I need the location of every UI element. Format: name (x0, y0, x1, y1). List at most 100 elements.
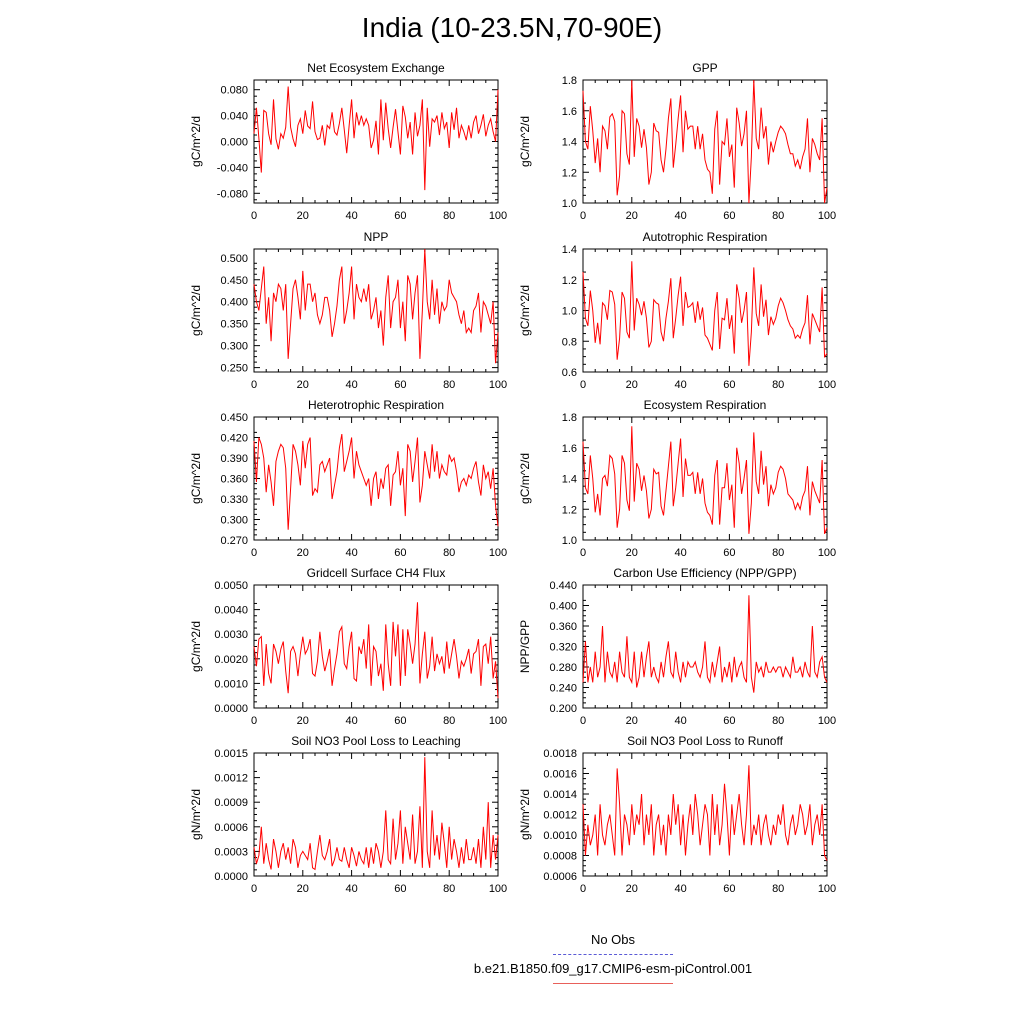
panel-0-xtick-label: 20 (297, 210, 309, 222)
panel-7-xtick-label: 60 (723, 715, 735, 727)
panel-1-ytick-label: 1.6 (562, 106, 577, 118)
panel-1-xtick-label: 60 (723, 210, 735, 222)
panel-4-xtick-label: 80 (443, 547, 455, 559)
panel-2-ytick-label: 0.350 (220, 319, 248, 331)
panel-6-ylabel: gC/m^2/d (189, 621, 203, 672)
panel-8-ytick-label: 0.0012 (214, 773, 248, 785)
panel-6-title: Gridcell Surface CH4 Flux (307, 566, 446, 580)
panel-2-title: NPP (364, 230, 389, 244)
panel-3-ytick-label: 1.2 (562, 275, 577, 287)
panel-2-xtick-label: 0 (251, 379, 257, 391)
panel-6-ytick-label: 0.0040 (214, 605, 248, 617)
panel-7-xtick-label: 0 (580, 715, 586, 727)
panel-6-series-line (253, 602, 499, 699)
panel-3-title: Autotrophic Respiration (643, 230, 768, 244)
panel-3-xtick-label: 40 (674, 379, 686, 391)
legend-model-label: b.e21.B1850.f09_g17.CMIP6-esm-piControl.… (473, 961, 753, 976)
panel-1-plot-frame (582, 79, 828, 204)
panel-6-ytick-label: 0.0000 (214, 703, 248, 715)
panel-0-title: Net Ecosystem Exchange (307, 61, 445, 75)
panel-9-ytick-label: 0.0014 (543, 789, 577, 801)
panel-3-ylabel: gC/m^2/d (518, 285, 532, 336)
panel-4-ytick-label: 0.420 (220, 433, 248, 445)
panel-7-xtick-label: 100 (818, 715, 836, 727)
panel-1-ytick-label: 1.2 (562, 167, 577, 179)
panel-8-xtick-label: 80 (443, 883, 455, 895)
panel-8-ylabel: gN/m^2/d (189, 789, 203, 840)
panel-4-ylabel: gC/m^2/d (189, 453, 203, 504)
panel-2-ytick-label: 0.300 (220, 341, 248, 353)
panel-7-xtick-label: 40 (674, 715, 686, 727)
panel-1-series-line (582, 79, 828, 204)
panel-6-xtick-label: 20 (297, 715, 309, 727)
panel-9-ylabel: gN/m^2/d (518, 789, 532, 840)
panel-2-xtick-label: 60 (394, 379, 406, 391)
panel-6-ytick-label: 0.0010 (214, 678, 248, 690)
panel-2-xtick-label: 80 (443, 379, 455, 391)
panel-9-xtick-label: 80 (772, 883, 784, 895)
panel-0-series-line (253, 86, 499, 191)
panel-7-ytick-label: 0.280 (549, 662, 577, 674)
panel-0-xtick-label: 60 (394, 210, 406, 222)
panel-3-xtick-label: 60 (723, 379, 735, 391)
panel-6-xtick-label: 0 (251, 715, 257, 727)
panel-1-ytick-label: 1.0 (562, 198, 577, 210)
panel-1-xtick-label: 0 (580, 210, 586, 222)
panel-9-series-line (582, 765, 828, 861)
panel-2-xtick-label: 40 (345, 379, 357, 391)
panel-7-ytick-label: 0.360 (549, 621, 577, 633)
panel-9-xtick-label: 100 (818, 883, 836, 895)
panel-3-ytick-label: 0.8 (562, 336, 577, 348)
panel-5-xtick-label: 80 (772, 547, 784, 559)
panel-8-ytick-label: 0.0015 (214, 748, 248, 760)
panel-8-ytick-label: 0.0006 (214, 822, 248, 834)
panel-5-xtick-label: 60 (723, 547, 735, 559)
panel-1-xtick-label: 40 (674, 210, 686, 222)
panel-4-series-line (253, 433, 499, 530)
panel-8-xtick-label: 40 (345, 883, 357, 895)
panel-7-ylabel: NPP/GPP (518, 620, 532, 673)
panel-4-xtick-label: 100 (489, 547, 507, 559)
panel-5-ylabel: gC/m^2/d (518, 453, 532, 504)
panel-2-ytick-label: 0.400 (220, 297, 248, 309)
panel-9-xtick-label: 40 (674, 883, 686, 895)
panel-6-xtick-label: 100 (489, 715, 507, 727)
legend-obs-line (553, 954, 673, 955)
panel-4-xtick-label: 20 (297, 547, 309, 559)
panel-8-series-line (253, 757, 499, 871)
panel-9-ytick-label: 0.0010 (543, 830, 577, 842)
panel-4-ytick-label: 0.360 (220, 474, 248, 486)
panel-1-xtick-label: 80 (772, 210, 784, 222)
panel-6-xtick-label: 40 (345, 715, 357, 727)
panel-8-xtick-label: 60 (394, 883, 406, 895)
panel-8-xtick-label: 20 (297, 883, 309, 895)
panel-6-ytick-label: 0.0050 (214, 580, 248, 592)
panel-0-ytick-label: -0.040 (217, 162, 248, 174)
panel-2-xtick-label: 20 (297, 379, 309, 391)
panel-5-ytick-label: 1.2 (562, 504, 577, 516)
panel-3-xtick-label: 20 (626, 379, 638, 391)
panel-6-xtick-label: 60 (394, 715, 406, 727)
panel-3-ytick-label: 1.0 (562, 306, 577, 318)
panel-8-ytick-label: 0.0003 (214, 846, 248, 858)
panel-5-title: Ecosystem Respiration (644, 398, 767, 412)
panel-7-ytick-label: 0.320 (549, 642, 577, 654)
panel-9-ytick-label: 0.0016 (543, 769, 577, 781)
panel-0-xtick-label: 80 (443, 210, 455, 222)
panel-3-xtick-label: 80 (772, 379, 784, 391)
panel-4-ytick-label: 0.450 (220, 412, 248, 424)
panel-1-xtick-label: 20 (626, 210, 638, 222)
panel-4-ytick-label: 0.390 (220, 453, 248, 465)
panel-7-title: Carbon Use Efficiency (NPP/GPP) (613, 566, 796, 580)
panel-9-ytick-label: 0.0006 (543, 871, 577, 883)
panel-5-plot-frame (582, 416, 828, 541)
panel-5-xtick-label: 0 (580, 547, 586, 559)
panel-9-xtick-label: 20 (626, 883, 638, 895)
panel-0-ytick-label: -0.080 (217, 188, 248, 200)
panel-9-xtick-label: 0 (580, 883, 586, 895)
panel-5-ytick-label: 1.8 (562, 412, 577, 424)
panel-0-ytick-label: 0.040 (220, 111, 248, 123)
panel-9-xtick-label: 60 (723, 883, 735, 895)
panel-8-xtick-label: 0 (251, 883, 257, 895)
panel-2-ytick-label: 0.500 (220, 253, 248, 265)
